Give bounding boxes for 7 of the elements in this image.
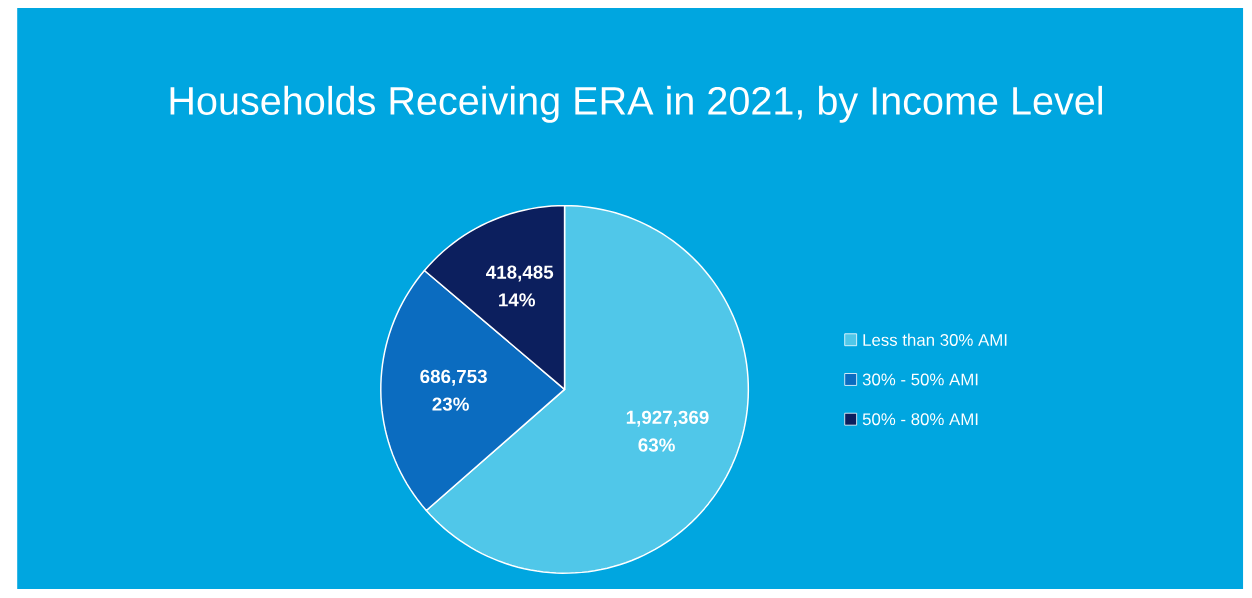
data-label: 418,485 14% <box>486 265 554 307</box>
chart-title: Households Receiving ERA in 2021, by Income Level <box>170 85 1102 123</box>
legend-label: Less than 30% AMI <box>863 333 1007 346</box>
data-label: 1,927,369 63% <box>626 410 709 452</box>
data-label: 686,753 23% <box>420 369 487 411</box>
legend-label: 30% - 50% AMI <box>862 373 978 386</box>
legend-label: 50% - 80% AMI <box>862 413 978 426</box>
